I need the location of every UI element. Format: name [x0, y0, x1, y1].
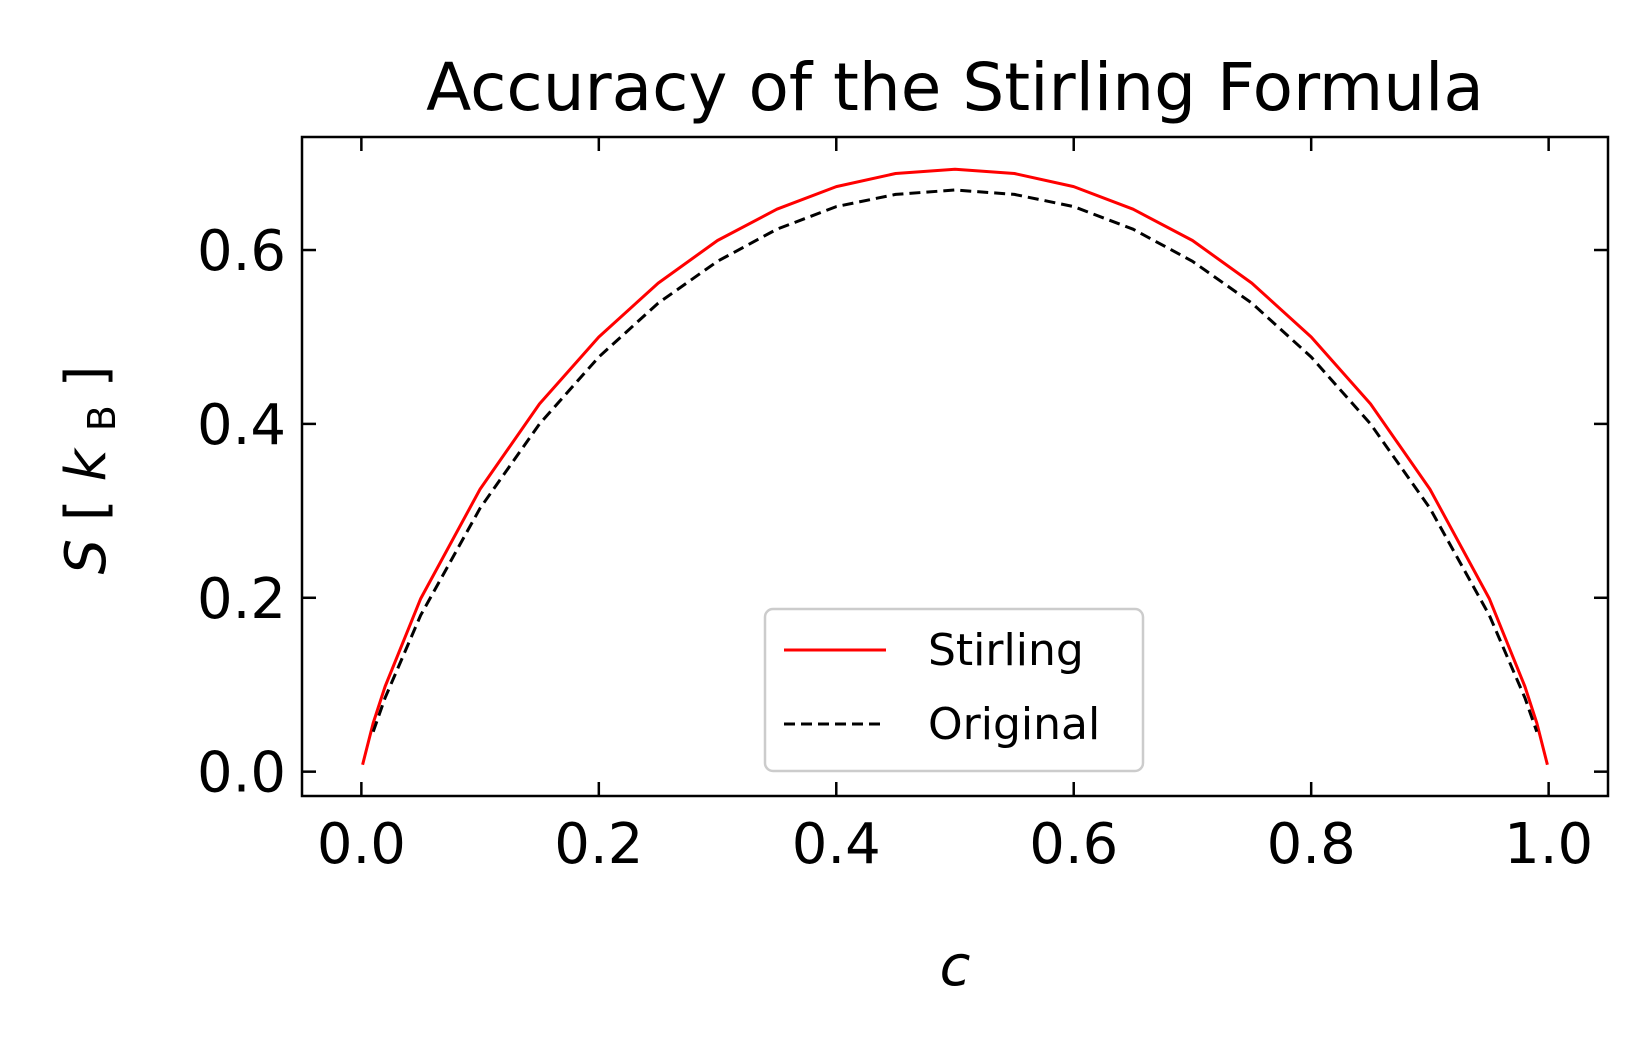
x-tick-label: 1.0: [1504, 812, 1593, 877]
y-tick-label: 0.4: [197, 393, 286, 458]
legend: Stirling Original: [763, 607, 1145, 773]
y-tick-label: 0.0: [197, 741, 286, 806]
plot-area: [361, 167, 1549, 766]
x-tick-label: 0.4: [792, 812, 881, 877]
plot-frame: [300, 135, 1610, 798]
x-axis-label: c: [940, 934, 971, 999]
y-axis-close-bracket: ]: [54, 365, 119, 387]
y-tick-label: 0.2: [197, 567, 286, 632]
y-axis-open-bracket: [: [54, 499, 119, 521]
x-tick-label: 0.8: [1267, 812, 1356, 877]
y-tick-label: 0.6: [197, 219, 286, 284]
y-axis-unit-symbol: k: [54, 446, 119, 481]
x-tick-label: 0.2: [554, 812, 643, 877]
y-axis-symbol: S: [54, 539, 119, 575]
legend-original-label: Original: [928, 699, 1100, 750]
y-axis-unit-subscript: B: [80, 405, 124, 431]
x-tick-label: 0.0: [317, 812, 406, 877]
y-axis-label: S [ k B ]: [54, 365, 129, 574]
chart-title: Accuracy of the Stirling Formula: [426, 49, 1484, 126]
x-tick-label: 0.6: [1029, 812, 1118, 877]
series-line-stirling: [361, 167, 1549, 766]
legend-stirling-label: Stirling: [928, 625, 1084, 676]
axis-ticks: 0.0 0.2 0.4 0.6 0.8 1.0 0.0 0.2 0.4 0.6: [197, 137, 1608, 877]
